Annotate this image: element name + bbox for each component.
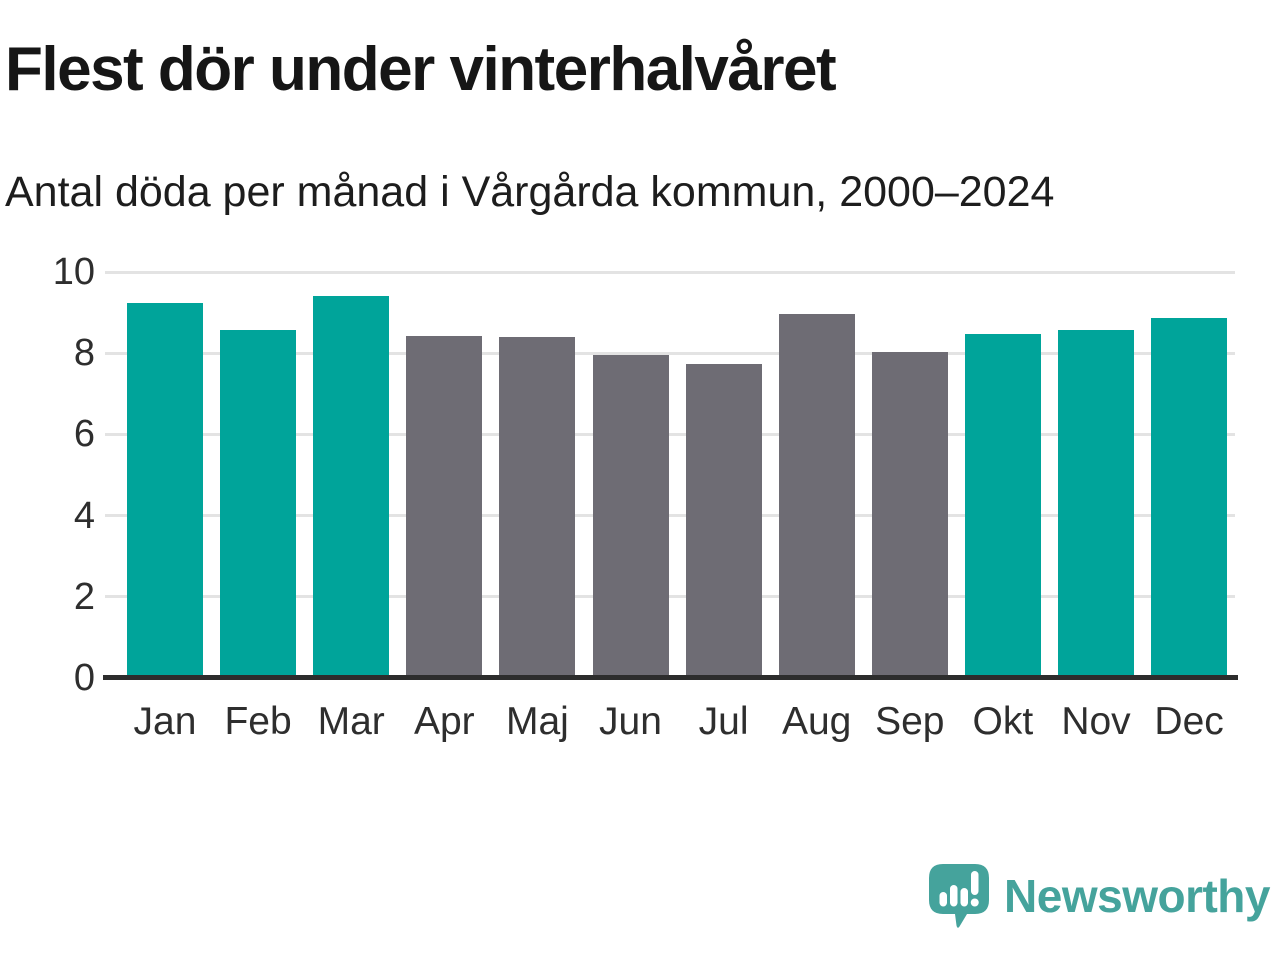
y-tick-label-8: 8: [73, 332, 95, 375]
x-axis-label-sep: Sep: [875, 700, 945, 743]
x-axis-label-apr: Apr: [413, 700, 475, 743]
bar-aug: [778, 313, 855, 678]
bar-jun: [592, 355, 669, 678]
bar-mar: [313, 296, 390, 678]
x-axis-label-maj: Maj: [505, 700, 569, 743]
x-axis-label-aug: Aug: [781, 700, 852, 743]
x-axis-label-nov: Nov: [1061, 700, 1131, 743]
bar-apr: [406, 336, 483, 678]
brand-footer: Newsworthy: [927, 862, 1270, 930]
x-axis-label-dec: Dec: [1154, 700, 1224, 743]
gridline-y-2: [105, 595, 1235, 599]
y-tick-label-0: 0: [73, 657, 95, 699]
bar-jan: [127, 302, 203, 678]
y-tick-label-4: 4: [73, 494, 95, 537]
bar-nov: [1058, 330, 1134, 678]
x-axis-label-jul: Jul: [698, 700, 749, 743]
bar-feb: [220, 330, 297, 678]
bar-dec: [1151, 317, 1228, 678]
x-axis-line: [103, 675, 1238, 680]
newsworthy-logo-icon: [929, 864, 990, 928]
x-axis-label-okt: Okt: [972, 700, 1034, 743]
y-tick-label-10: 10: [52, 251, 95, 293]
chart-subtitle: Antal döda per månad i Vårgårda kommun, …: [5, 168, 1055, 216]
chart-title: Flest dör under vinterhalvåret: [5, 35, 837, 104]
x-axis-label-feb: Feb: [224, 700, 292, 743]
bar-okt: [964, 334, 1041, 678]
y-tick-label-6: 6: [73, 413, 95, 456]
bar-jul: [685, 363, 762, 678]
brand-name: Newsworthy: [1004, 870, 1270, 922]
gridline-y-10: [105, 270, 1235, 274]
x-axis-label-mar: Mar: [317, 700, 385, 743]
x-axis-label-jan: Jan: [133, 700, 197, 743]
gridline-y-4: [105, 514, 1235, 518]
gridline-y-6: [105, 432, 1235, 436]
y-tick-label-2: 2: [73, 575, 95, 618]
gridline-y-8: [105, 351, 1235, 355]
bar-chart-plot-area: Jan Feb Mar Apr Maj Jun Jul Aug Sep Okt Nov Dec: [103, 270, 1238, 743]
bar-maj: [499, 337, 576, 678]
bar-sep: [871, 352, 948, 678]
x-axis-label-jun: Jun: [599, 700, 662, 743]
